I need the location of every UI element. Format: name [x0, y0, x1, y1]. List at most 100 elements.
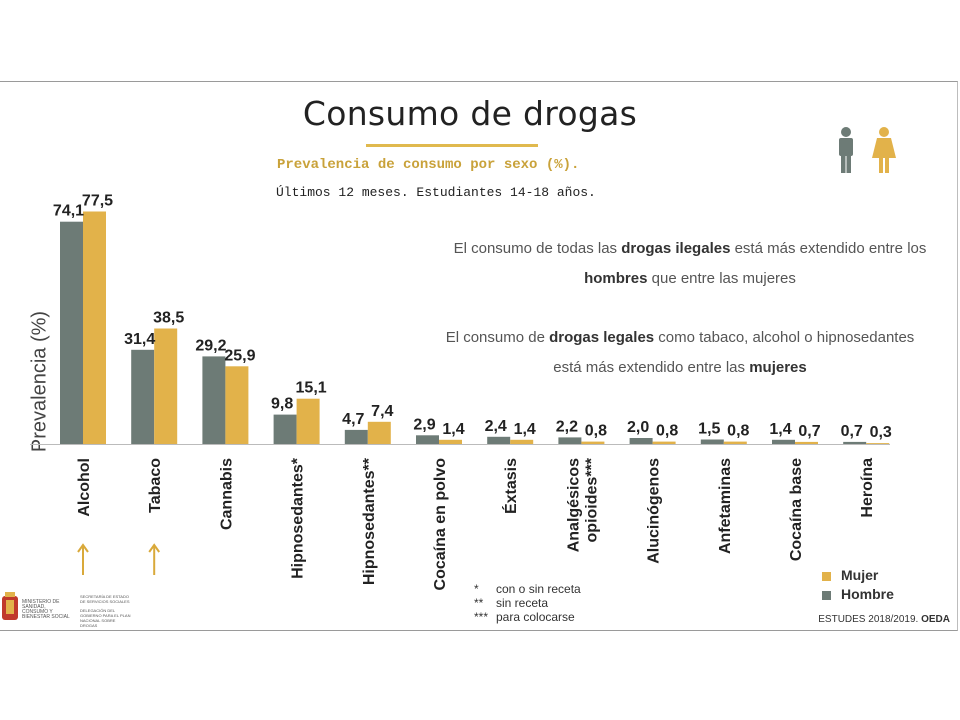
footnote-2-key: ** — [474, 596, 484, 610]
category-label: Alcohol — [76, 458, 93, 517]
bar-mujer — [83, 211, 106, 444]
logo-secretaria-text: SECRETARÍA DE ESTADO DE SERVICIOS SOCIAL… — [80, 594, 130, 604]
data-label-mujer: 15,1 — [296, 380, 327, 397]
up-arrow-icon — [148, 543, 161, 553]
bar-hombre — [273, 414, 297, 444]
data-label-hombre: 31,4 — [124, 331, 155, 348]
footnote-2-text: sin receta — [496, 596, 549, 610]
footnotes: * con o sin receta ** sin receta *** para c… — [474, 582, 581, 624]
data-label-hombre: 2,2 — [556, 418, 578, 435]
note2-bold-a: drogas legales — [549, 329, 655, 346]
source-bold: OEDA — [921, 614, 950, 625]
bar-mujer — [581, 441, 605, 444]
bar-hombre — [629, 438, 653, 444]
note1-bold-b: hombres — [584, 270, 648, 287]
bar-mujer — [652, 441, 676, 444]
legend-item-hombre: Hombre — [822, 585, 894, 604]
category-label: Hipnosedantes** — [361, 457, 378, 585]
bar-hombre — [344, 429, 368, 444]
data-label-mujer: 0,7 — [798, 423, 820, 440]
legend-swatch-mujer — [822, 571, 831, 581]
footnote-3: *** para colocarse — [474, 610, 581, 624]
category-label: Cocaína base — [788, 458, 805, 561]
data-label-mujer: 0,3 — [870, 424, 892, 441]
legend-label-hombre: Hombre — [841, 586, 894, 602]
data-label-mujer: 1,4 — [442, 421, 464, 438]
bar-mujer — [866, 443, 890, 444]
note1-text-c: que entre las mujeres — [647, 270, 796, 287]
note2-text-b: como tabaco, alcohol o hipnosedantes est… — [553, 329, 915, 376]
note-illegal-drugs: El consumo de todas las drogas ilegales … — [440, 234, 940, 294]
coat-of-arms-icon — [2, 592, 18, 620]
bar-mujer — [225, 366, 249, 444]
bar-mujer — [439, 439, 462, 444]
data-label-mujer: 77,5 — [82, 193, 113, 210]
footnote-1: * con o sin receta — [474, 582, 581, 596]
footnote-2: ** sin receta — [474, 596, 581, 610]
man-icon — [839, 127, 853, 173]
bar-mujer — [795, 441, 818, 444]
title-underline — [366, 144, 538, 147]
data-label-hombre: 74,1 — [53, 203, 84, 220]
data-label-hombre: 2,4 — [485, 418, 507, 435]
footnote-1-key: * — [474, 582, 479, 596]
bar-mujer — [723, 441, 747, 444]
bar-hombre — [416, 435, 439, 444]
data-label-hombre: 2,0 — [627, 419, 649, 436]
legend-label-mujer: Mujer — [841, 567, 879, 583]
data-label-mujer: 0,8 — [656, 423, 678, 440]
bar-hombre — [772, 439, 795, 444]
data-label-mujer: 25,9 — [224, 347, 255, 364]
gender-icons — [832, 126, 902, 183]
chart-subtitle: Prevalencia de consumo por sexo (%). — [277, 157, 580, 173]
ministry-logo: MINISTERIO DE SANIDAD, CONSUMO Y BIENEST… — [0, 590, 140, 628]
category-label: opioides*** — [583, 457, 600, 542]
category-label: Hipnosedantes* — [290, 457, 307, 579]
bar-hombre — [60, 221, 83, 444]
footnote-1-text: con o sin receta — [496, 582, 581, 596]
category-label: Éxtasis — [501, 458, 520, 514]
data-label-mujer: 1,4 — [514, 421, 536, 438]
category-label: Tabaco — [147, 458, 164, 513]
bar-hombre — [131, 349, 155, 444]
bar-mujer — [510, 439, 534, 444]
bar-hombre — [843, 441, 867, 444]
bar-hombre — [700, 439, 724, 444]
chart-subtitle-period: Últimos 12 meses. Estudiantes 14-18 años… — [276, 185, 596, 200]
note1-text-a: El consumo de todas las — [453, 240, 622, 257]
data-label-hombre: 1,4 — [769, 421, 791, 438]
data-label-mujer: 38,5 — [153, 310, 184, 327]
note-legal-drugs: El consumo de drogas legales como tabaco… — [440, 323, 920, 383]
bar-hombre — [558, 437, 582, 444]
bar-hombre — [487, 436, 511, 444]
bar-hombre — [202, 356, 226, 444]
logo-ministry-text: MINISTERIO DE SANIDAD, CONSUMO Y BIENEST… — [22, 599, 70, 620]
legend: Mujer Hombre — [822, 566, 894, 604]
page-title: Consumo de drogas — [302, 94, 638, 133]
data-label-mujer: 0,8 — [727, 423, 749, 440]
footnote-3-text: para colocarse — [496, 610, 575, 624]
woman-icon — [872, 127, 896, 173]
up-arrow-icon — [77, 543, 89, 553]
category-label: Heroína — [859, 458, 876, 518]
note2-text-a: El consumo de — [445, 329, 550, 346]
source-prefix: ESTUDES 2018/2019. — [818, 614, 922, 625]
category-label: Anfetaminas — [717, 458, 734, 554]
category-label: Alucinógenos — [646, 458, 663, 564]
data-label-hombre: 1,5 — [698, 421, 720, 438]
legend-item-mujer: Mujer — [822, 566, 894, 585]
bar-mujer — [367, 421, 391, 444]
category-label: Cannabis — [218, 458, 235, 530]
source-note: ESTUDES 2018/2019. OEDA — [818, 614, 950, 625]
data-label-hombre: 2,9 — [413, 416, 435, 433]
data-label-mujer: 7,4 — [371, 403, 393, 420]
bar-mujer — [154, 328, 178, 444]
category-label: Cocaína en polvo — [432, 458, 449, 591]
bar-mujer — [296, 398, 320, 444]
note2-bold-b: mujeres — [749, 359, 807, 376]
data-label-hombre: 4,7 — [342, 411, 364, 428]
data-label-mujer: 0,8 — [585, 423, 607, 440]
data-label-hombre: 0,7 — [841, 423, 863, 440]
data-label-hombre: 29,2 — [195, 337, 226, 354]
